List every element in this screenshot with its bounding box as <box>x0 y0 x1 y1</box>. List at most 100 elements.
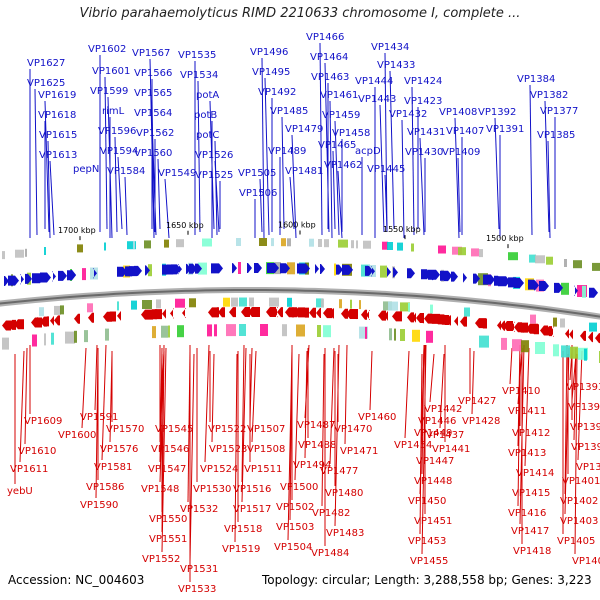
forward-leader-line <box>34 88 38 236</box>
reverse-gene-label: VP1449 <box>414 428 452 439</box>
gene-arrow <box>441 314 449 325</box>
forward-gene-label: VP1594 <box>100 146 138 157</box>
accession: Accession: NC_004603 <box>8 573 145 587</box>
gene-arrow <box>182 308 186 319</box>
gene-arrow <box>595 333 600 344</box>
reverse-gene-label: VP1503 <box>276 522 314 533</box>
gene-arrow <box>539 280 549 291</box>
gene-arrow <box>71 269 76 280</box>
reverse-gene-label: VP1403 <box>560 516 598 527</box>
forward-leader-line <box>319 42 323 236</box>
forward-gene-label: VP1489 <box>268 146 306 157</box>
feature-block <box>259 238 267 246</box>
gene-arrow <box>74 313 80 324</box>
forward-gene-label: VP1602 <box>88 44 126 55</box>
feature-block <box>508 252 518 261</box>
forward-gene-label: VP1432 <box>389 109 427 120</box>
feature-block <box>350 299 352 309</box>
feature-block <box>365 326 367 339</box>
gene-arrow <box>498 276 510 287</box>
gene-arrow <box>378 310 386 321</box>
gene-arrow <box>503 321 513 332</box>
gene-arrow <box>253 307 260 318</box>
feature-block <box>117 301 119 311</box>
forward-gene-label: VP1505 <box>238 168 276 179</box>
gene-arrow <box>25 273 32 284</box>
feature-block <box>207 324 212 337</box>
gene-arrow <box>58 270 67 281</box>
forward-gene-label: VP1495 <box>252 67 290 78</box>
feature-block <box>105 328 109 341</box>
forward-gene-label: VP1392 <box>478 107 516 118</box>
gene-arrow <box>288 307 294 318</box>
forward-gene-label: VP1463 <box>311 72 349 83</box>
feature-block <box>223 297 230 307</box>
feature-block <box>269 297 279 307</box>
gene-arrow <box>106 311 116 322</box>
feature-block <box>127 241 136 250</box>
gene-arrow <box>342 264 353 275</box>
feature-block <box>87 303 93 313</box>
gene-arrow <box>93 268 97 279</box>
reverse-gene-label: VP1437 <box>426 430 464 441</box>
feature-block <box>501 337 507 350</box>
feature-block <box>15 249 24 258</box>
feature-block <box>589 322 597 332</box>
feature-block <box>512 339 522 352</box>
reverse-gene-label: VP1546 <box>151 444 189 455</box>
feature-block <box>175 298 185 308</box>
forward-leader-line <box>494 117 500 230</box>
feature-block <box>592 262 600 271</box>
forward-gene-label: acpD <box>355 146 381 157</box>
reverse-gene-label: VP1524 <box>200 464 238 475</box>
gene-arrow <box>171 264 181 275</box>
forward-leader-line <box>264 77 270 236</box>
leader-lines <box>14 42 583 582</box>
reverse-gene-label: VP1548 <box>141 484 179 495</box>
forward-gene-label: VP1492 <box>258 87 296 98</box>
feature-block <box>479 249 483 258</box>
forward-gene-label: VP1464 <box>310 52 348 63</box>
forward-gene-label: VP1618 <box>38 110 76 121</box>
reverse-gene-label: VP1547 <box>148 464 186 475</box>
gene-arrow <box>393 267 398 278</box>
forward-gene-label: VP1565 <box>134 88 172 99</box>
feature-block <box>236 238 241 246</box>
tick-label: 1500 kbp <box>486 234 524 243</box>
gene-arrow <box>20 274 24 285</box>
forward-leader-line <box>384 52 388 233</box>
reverse-gene-label: VP1610 <box>18 446 56 457</box>
reverse-leader-line <box>334 344 340 527</box>
reverse-gene-label: VP1531 <box>180 564 218 575</box>
reverse-leader-line <box>211 353 215 443</box>
forward-leader-line <box>457 157 461 233</box>
gene-arrow <box>320 264 325 275</box>
backbone <box>0 287 600 320</box>
gene-arrow <box>545 326 552 337</box>
reverse-leader-line <box>294 353 300 481</box>
gene-arrow <box>266 307 276 318</box>
reverse-gene-label: VP1522 <box>208 424 246 435</box>
feature-block <box>584 348 587 361</box>
gene-arrow <box>432 270 437 281</box>
reverse-gene-label: VP1411 <box>508 406 546 417</box>
feature-bands <box>2 238 600 363</box>
gene-arrow <box>463 272 467 283</box>
reverse-gene-label: VP1448 <box>414 476 452 487</box>
reverse-gene-label: VP1586 <box>86 482 124 493</box>
reverse-gene-label: VP1487 <box>297 420 335 431</box>
feature-block <box>363 240 371 249</box>
forward-leader-line <box>214 140 218 236</box>
reverse-leader-line <box>419 353 423 535</box>
gene-arrow <box>483 274 495 285</box>
feature-block <box>582 285 586 298</box>
gene-arrow <box>52 271 56 282</box>
gene-arrow <box>316 307 321 318</box>
reverse-leader-line <box>304 350 308 459</box>
topology-info: Topology: circular; Length: 3,288,558 bp… <box>262 573 592 587</box>
reverse-gene-label: VP1446 <box>418 416 456 427</box>
gene-arrow <box>412 312 416 323</box>
gene-arrow <box>589 287 598 298</box>
forward-gene-label: potA <box>196 90 219 101</box>
